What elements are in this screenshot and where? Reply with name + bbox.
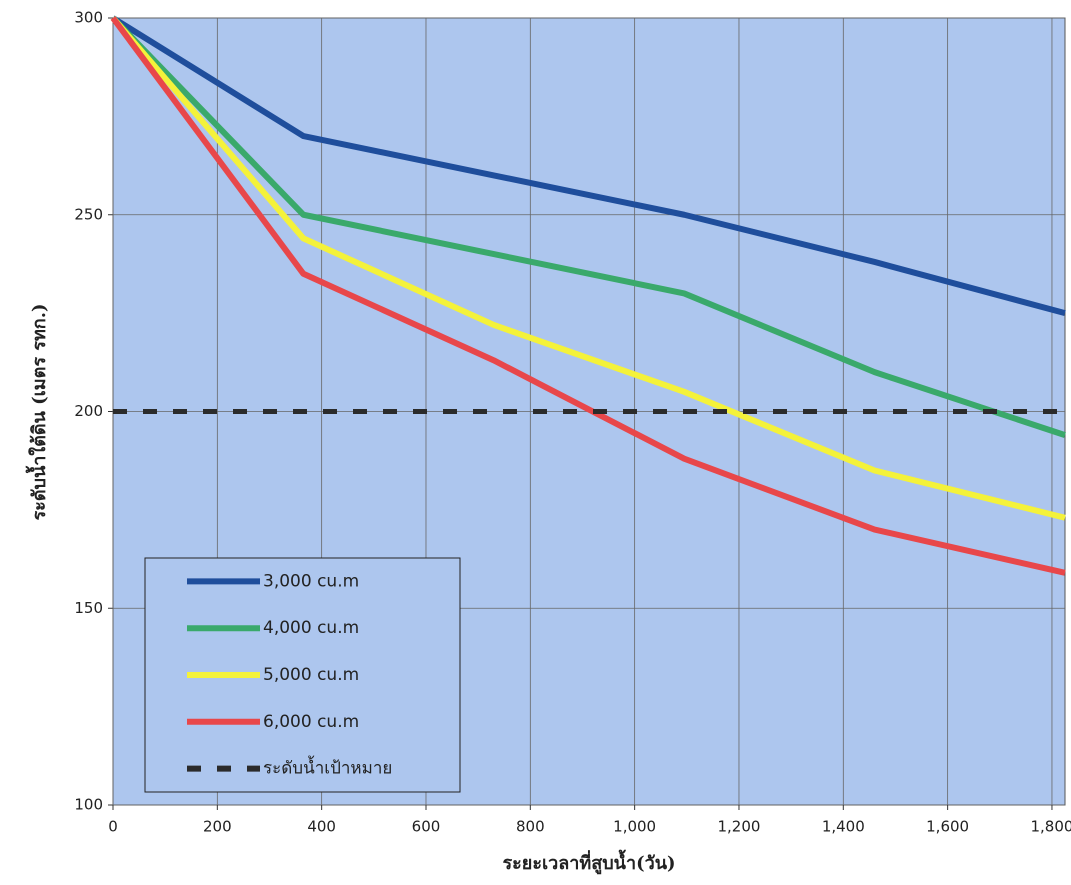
y-tick-label: 100: [74, 796, 103, 814]
x-tick-label: 1,200: [717, 818, 760, 836]
y-tick-label: 150: [74, 599, 103, 617]
legend-label: 6,000 cu.m: [263, 712, 359, 732]
legend-label: 4,000 cu.m: [263, 618, 359, 638]
y-axis-title: ระดับน้ำใต้ดิน (เมตร รทก.): [25, 304, 50, 521]
x-tick-label: 1,400: [822, 818, 865, 836]
x-tick-label: 800: [516, 818, 545, 836]
x-tick-label: 1,000: [613, 818, 656, 836]
x-tick-label: 1,800: [1030, 818, 1071, 836]
x-tick-label: 400: [307, 818, 336, 836]
y-tick-label: 250: [74, 205, 103, 223]
y-tick-label: 300: [74, 9, 103, 27]
x-tick-label: 200: [203, 818, 232, 836]
legend-label: 5,000 cu.m: [263, 665, 359, 685]
y-tick-label: 200: [74, 402, 103, 420]
page: {"chart_data": {"type": "line", "x_label…: [0, 0, 1071, 881]
chart: ระยะเวลาที่สูบน้ำ(วัน) ระดับน้ำใต้ดิน (เ…: [0, 0, 1071, 881]
legend-label: 3,000 cu.m: [263, 571, 359, 591]
legend-label: ระดับน้ำเป้าหมาย: [263, 756, 392, 779]
x-tick-label: 0: [108, 818, 118, 836]
x-axis-title: ระยะเวลาที่สูบน้ำ(วัน): [502, 849, 675, 875]
x-tick-label: 1,600: [926, 818, 969, 836]
x-tick-label: 600: [412, 818, 441, 836]
